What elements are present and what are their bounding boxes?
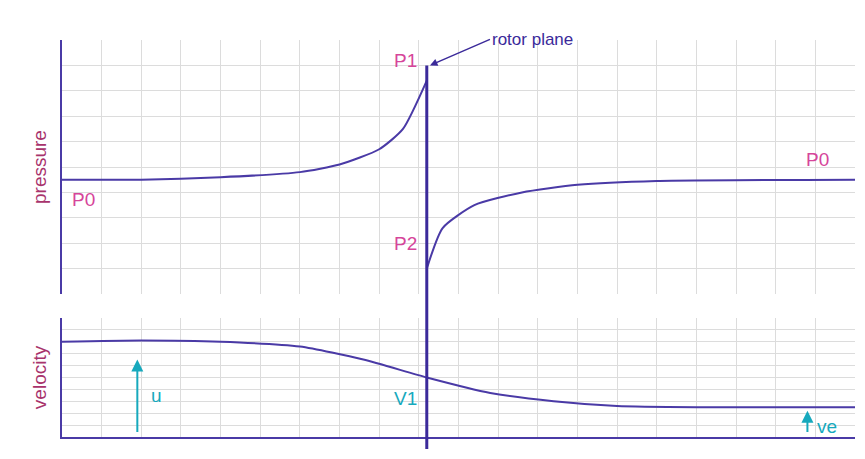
svg-text:ve: ve (817, 416, 837, 437)
svg-text:P0: P0 (806, 149, 829, 170)
svg-text:V1: V1 (394, 388, 417, 409)
svg-text:velocity: velocity (29, 345, 50, 409)
svg-text:u: u (151, 385, 162, 406)
svg-text:P0: P0 (72, 189, 95, 210)
svg-text:pressure: pressure (29, 130, 50, 204)
svg-text:rotor plane: rotor plane (492, 30, 573, 49)
svg-text:P2: P2 (394, 233, 417, 254)
svg-text:P1: P1 (394, 50, 417, 71)
